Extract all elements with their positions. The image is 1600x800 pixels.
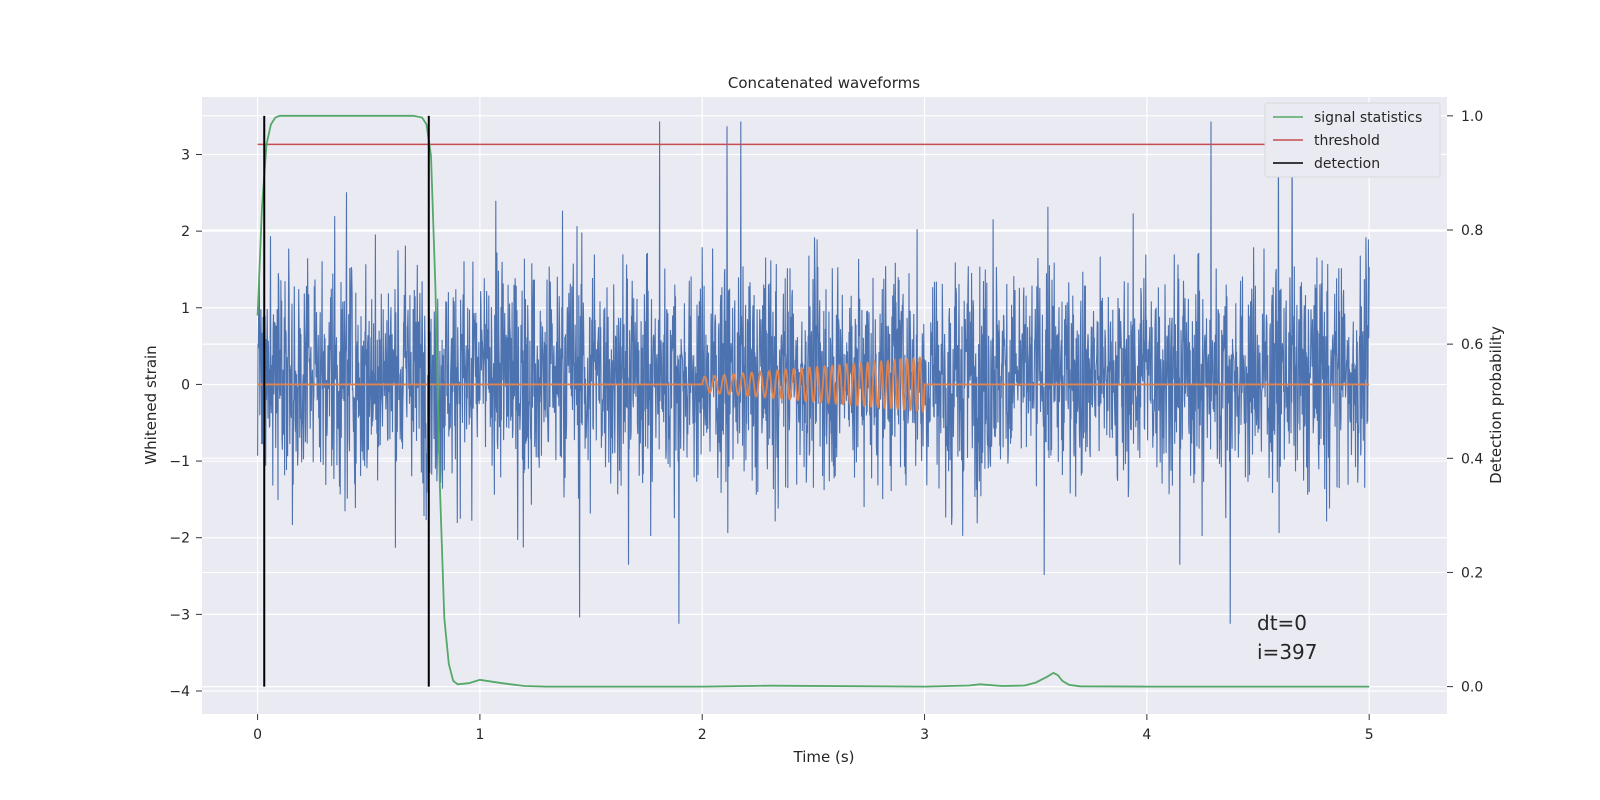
legend-label-detection: detection bbox=[1314, 156, 1380, 172]
annotation-i: i=397 bbox=[1257, 640, 1318, 664]
y-left-tick-label: −1 bbox=[169, 454, 190, 470]
x-tick-label: 0 bbox=[253, 727, 262, 743]
series-layer bbox=[256, 114, 1370, 688]
x-tick-label: 4 bbox=[1142, 727, 1151, 743]
y-left-tick-label: 1 bbox=[181, 301, 190, 317]
y-left-tick-label: −4 bbox=[169, 684, 190, 700]
y-left-tick-label: 0 bbox=[181, 377, 190, 393]
y-left-tick-label: −2 bbox=[169, 531, 190, 547]
legend-label-threshold: threshold bbox=[1314, 133, 1380, 149]
y-axis-left-label: Whitened strain bbox=[142, 345, 160, 464]
y-right-tick-label: 0.2 bbox=[1461, 565, 1483, 581]
series-signal-statistics bbox=[256, 114, 1370, 688]
chart-title: Concatenated waveforms bbox=[728, 74, 920, 92]
series-strain bbox=[257, 121, 1370, 624]
series-template bbox=[257, 355, 1370, 414]
x-tick-label: 1 bbox=[475, 727, 484, 743]
y-right-tick-label: 0.4 bbox=[1461, 451, 1483, 467]
annotation-dt: dt=0 bbox=[1257, 611, 1307, 635]
y-right-tick-label: 0.0 bbox=[1461, 680, 1483, 696]
y-left-tick-label: 2 bbox=[181, 224, 190, 240]
y-right-tick-label: 0.8 bbox=[1461, 223, 1483, 239]
grid bbox=[202, 97, 1447, 714]
y-axis-right-label: Detection probability bbox=[1487, 326, 1505, 484]
y-left-tick-label: 3 bbox=[181, 147, 190, 163]
y-right-tick-label: 0.6 bbox=[1461, 337, 1483, 353]
legend-label-signal-statistics: signal statistics bbox=[1314, 110, 1422, 126]
legend: signal statistics threshold detection bbox=[1264, 102, 1441, 178]
x-tick-label: 3 bbox=[920, 727, 929, 743]
legend-box bbox=[1264, 102, 1441, 178]
x-tick-label: 5 bbox=[1365, 727, 1374, 743]
ticks-layer: 0 1 2 3 4 5 −4 −3 −2 −1 0 1 2 3 0.0 0.2 0.4 0.6 0.8 1.0 bbox=[169, 109, 1483, 743]
x-axis-label: Time (s) bbox=[793, 748, 855, 766]
x-tick-label: 2 bbox=[698, 727, 707, 743]
y-left-tick-label: −3 bbox=[169, 607, 190, 623]
y-right-tick-label: 1.0 bbox=[1461, 109, 1483, 125]
